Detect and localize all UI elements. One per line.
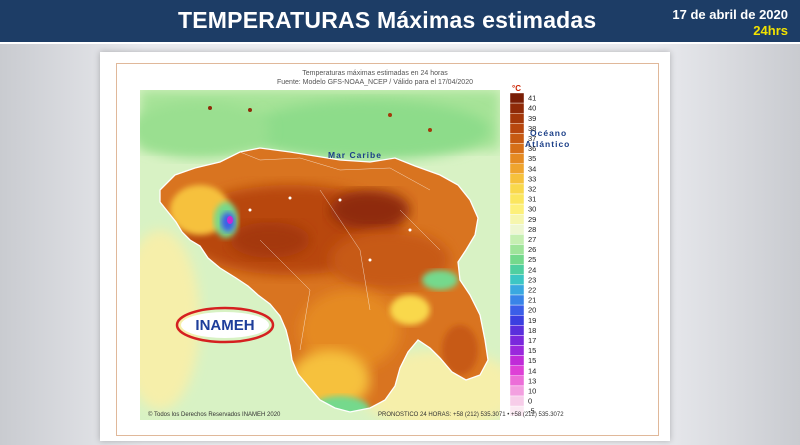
legend-swatch	[510, 193, 525, 205]
legend-label: 34	[528, 164, 536, 173]
legend-swatch	[510, 143, 525, 154]
legend-swatch	[510, 264, 525, 275]
legend-swatch	[510, 244, 525, 255]
sea-area-west	[140, 102, 270, 158]
page-title: TEMPERATURAS Máximas estimadas	[178, 7, 597, 33]
legend-swatch	[510, 113, 525, 124]
legend-swatch	[510, 123, 525, 134]
legend-swatch	[510, 294, 525, 306]
legend-label: 36	[528, 144, 536, 153]
legend-label: 37	[528, 134, 536, 143]
sea-area-warm	[250, 100, 490, 160]
legend-swatch	[510, 224, 525, 235]
city-marker	[368, 258, 372, 262]
island	[428, 128, 432, 132]
legend-swatch	[510, 102, 525, 114]
legend-swatch	[510, 274, 525, 286]
legend-swatch	[510, 133, 525, 144]
legend-label: 0	[528, 397, 532, 406]
legend-swatch	[510, 345, 525, 356]
logo-text: INAMEH	[195, 317, 254, 334]
temperature-map	[140, 90, 500, 420]
legend-swatch	[510, 375, 525, 387]
sea-label: Mar Caribe	[328, 150, 382, 160]
city-marker	[248, 208, 252, 212]
inameh-logo: INAMEH	[175, 306, 275, 344]
legend-label: 23	[528, 275, 536, 284]
legend-swatch	[510, 335, 525, 346]
map-source: Fuente: Modelo GFS-NOAA_NCEP / Válido pa…	[277, 79, 473, 86]
legend-swatch	[510, 304, 525, 316]
legend-swatch	[510, 325, 525, 336]
legend-label: 10	[528, 387, 536, 396]
legend-label: 27	[528, 235, 536, 244]
legend-label: 30	[528, 205, 536, 214]
city-marker	[408, 228, 412, 232]
island	[208, 106, 212, 110]
ocean-label-1: Océano	[530, 128, 568, 138]
legend-swatch	[510, 254, 525, 265]
legend-label: 17	[528, 336, 536, 345]
legend-label: 22	[528, 286, 536, 295]
legend-label: 25	[528, 255, 536, 264]
legend-swatch	[510, 173, 525, 185]
legend-label: 40	[528, 104, 536, 113]
city-marker	[338, 198, 342, 202]
country-border	[159, 147, 489, 413]
map-frame	[116, 63, 659, 436]
legend-swatch	[510, 203, 525, 215]
city-marker	[288, 196, 292, 200]
legend-label: 33	[528, 174, 536, 183]
legend-label: 38	[528, 124, 536, 133]
forecast-period: 24hrs	[753, 23, 788, 38]
legend-swatch	[510, 314, 525, 326]
island	[248, 108, 252, 112]
legend-swatch	[510, 355, 525, 366]
legend-label: 29	[528, 215, 536, 224]
legend-swatch	[510, 405, 525, 417]
legend-swatch	[510, 385, 525, 397]
legend-label: 18	[528, 326, 536, 335]
island	[388, 113, 392, 117]
colombia-area	[140, 230, 200, 410]
legend-swatch	[510, 153, 525, 164]
legend-swatch	[510, 93, 525, 104]
state-borders	[239, 151, 441, 351]
legend-label: -5	[528, 407, 535, 416]
legend-label: 21	[528, 296, 536, 305]
legend-label: 26	[528, 245, 536, 254]
legend-label: 13	[528, 376, 536, 385]
legend-label: 15	[528, 356, 536, 365]
legend-swatch	[510, 213, 525, 225]
legend-label: 31	[528, 195, 536, 204]
legend-unit: °C	[512, 84, 521, 93]
legend-swatch	[510, 183, 525, 195]
legend-swatch	[510, 284, 525, 296]
contact-info: PRONOSTICO 24 HORAS: +58 (212) 535.3071 …	[378, 412, 564, 418]
legend-swatch	[510, 395, 525, 407]
legend-label: 19	[528, 316, 536, 325]
legend-label: 14	[528, 366, 536, 375]
legend-label: 20	[528, 306, 536, 315]
legend-label: 35	[528, 154, 536, 163]
legend-label: 32	[528, 185, 536, 194]
copyright: © Todos los Derechos Reservados INAMEH 2…	[148, 412, 281, 418]
legend-label: 24	[528, 265, 536, 274]
legend-label: 39	[528, 114, 536, 123]
legend-label: 15	[528, 346, 536, 355]
legend-swatch	[510, 234, 525, 245]
forecast-date: 17 de abril de 2020	[672, 7, 788, 22]
legend-swatch	[510, 163, 525, 174]
header-bar: TEMPERATURAS Máximas estimadas 17 de abr…	[0, 0, 800, 44]
legend-label: 41	[528, 94, 536, 103]
legend-swatch	[510, 365, 525, 377]
legend-label: 28	[528, 225, 536, 234]
ocean-label-2: Atlántico	[525, 139, 571, 149]
map-title: Temperaturas máximas estimadas en 24 hor…	[302, 70, 448, 77]
